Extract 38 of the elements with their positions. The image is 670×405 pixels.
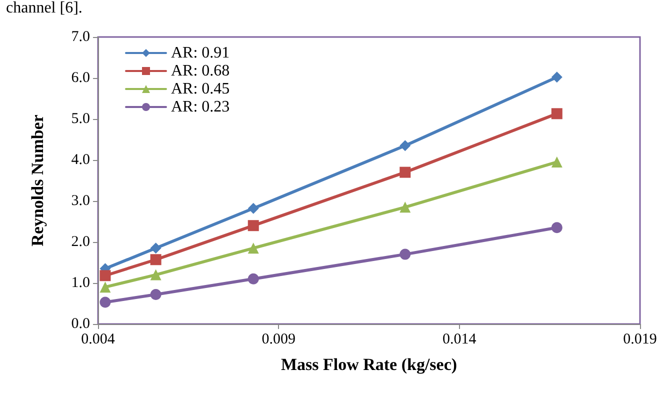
y-tick-label: 0.0: [71, 316, 90, 332]
x-tick-label: 0.004: [81, 332, 116, 348]
point: [248, 202, 259, 214]
legend-label: AR: 0.68: [171, 62, 230, 80]
point: [248, 220, 259, 232]
point: [551, 222, 562, 234]
legend-label: AR: 0.23: [171, 98, 230, 116]
point: [400, 166, 411, 178]
x-tick-label: 0.014: [442, 332, 477, 348]
y-tick-label: 2.0: [71, 234, 90, 250]
point: [100, 282, 111, 293]
legend-label: AR: 0.91: [171, 44, 230, 62]
x-axis-title: Mass Flow Rate (kg/sec): [280, 355, 458, 374]
text: channel [6].: [6, 0, 82, 16]
y-axis-title: Reynolds Number: [28, 114, 47, 246]
y-tick-label: 1.0: [71, 275, 90, 291]
point: [150, 269, 162, 280]
point: [100, 270, 111, 282]
point: [150, 254, 162, 266]
point: [551, 72, 562, 83]
y-tick-label: 6.0: [71, 70, 90, 86]
y-tick-label: 4.0: [71, 152, 90, 168]
point: [100, 296, 111, 308]
point: [150, 242, 162, 254]
point: [551, 156, 562, 168]
point: [248, 242, 259, 254]
point: [248, 273, 259, 284]
point: [400, 140, 411, 152]
x-tick-label: 0.019: [623, 332, 657, 348]
point: [400, 248, 411, 260]
x-tick-label: 0.009: [262, 332, 296, 348]
point: [150, 288, 162, 300]
y-tick-label: 5.0: [71, 111, 90, 127]
y-tick-label: 7.0: [71, 29, 90, 45]
point: [400, 202, 411, 213]
y-tick-label: 3.0: [71, 193, 90, 209]
legend-label: AR: 0.45: [171, 80, 230, 98]
point: [551, 108, 562, 120]
